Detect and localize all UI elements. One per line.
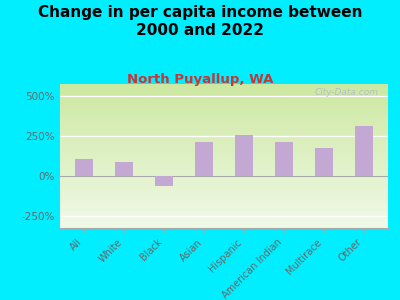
Bar xyxy=(275,142,293,176)
Bar xyxy=(155,176,173,186)
Bar xyxy=(315,148,333,176)
Bar xyxy=(115,162,133,176)
Bar xyxy=(75,159,93,176)
Text: North Puyallup, WA: North Puyallup, WA xyxy=(127,74,273,86)
Bar xyxy=(355,126,373,176)
Bar xyxy=(235,135,253,176)
Bar xyxy=(195,142,213,176)
Text: City-Data.com: City-Data.com xyxy=(314,88,378,97)
Text: Change in per capita income between
2000 and 2022: Change in per capita income between 2000… xyxy=(38,4,362,38)
